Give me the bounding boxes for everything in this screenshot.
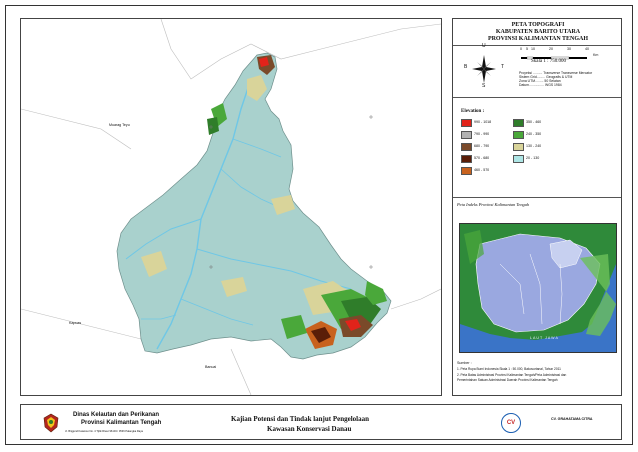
inset-sea-label: LAUT JAWA — [530, 336, 559, 340]
projection-line4: Datum................ WGS 1984 — [519, 83, 562, 87]
legend-label: 680 - 790 — [474, 144, 490, 148]
place-label-muara-teweh: Muarag Teyu — [109, 123, 130, 127]
scale-bar — [519, 49, 609, 60]
scale-label: Skala 1 : 750.000 — [531, 59, 566, 64]
legend-label: 990 - 1018 — [474, 120, 492, 124]
compass-s: S — [482, 83, 486, 89]
inset-map-graphic — [460, 224, 616, 352]
institution-address: Jl. Brigjend Katamso No. 4 Tjilik Riwut … — [65, 430, 143, 433]
source-line3: Pemerintahan Satuan Administrasi Daerah … — [457, 378, 558, 382]
scale-tick-5: 40 — [585, 47, 589, 51]
map-title-line2: KABUPATEN BARITO UTARA — [495, 29, 581, 35]
institution-name1: Dinas Kelautan dan Perikanan — [73, 412, 160, 418]
compass-n: U — [482, 43, 486, 49]
institution-name2: Provinsi Kalimantan Tengah — [81, 420, 162, 426]
legend-label: 240 - 350 — [526, 132, 542, 136]
scale-tick-4: 30 — [567, 47, 571, 51]
source-line1: 1. Peta Rupa Bumi Indonesia Skala 1 : 50… — [457, 367, 561, 371]
scale-tick-1: 5 — [526, 47, 528, 51]
consultant-name: CV. GRAHATAMA CITRA — [551, 417, 593, 421]
compass-e: T — [501, 64, 505, 70]
legend-swatch — [461, 131, 472, 139]
place-label-bottom-left: Kapuas — [69, 321, 82, 325]
scale-tick-0: 0 — [520, 47, 522, 51]
inset-title: Peta Indeks Provinsi Kalimantan Tengah — [457, 202, 530, 207]
legend-label: 130 - 240 — [526, 144, 542, 148]
legend-label: 460 - 570 — [474, 168, 490, 172]
legend-label: 570 - 680 — [474, 156, 490, 160]
scale-tick-3: 20 — [549, 47, 553, 51]
projection-line2: Sistem Grid......... Geografis & UTM — [519, 75, 573, 79]
legend-label: 20 - 130 — [526, 156, 540, 160]
compass-w: B — [464, 64, 468, 70]
projection-line1: Proyeksi .......... Transverse Transvers… — [519, 71, 593, 75]
compass-rose-icon — [472, 55, 496, 83]
map-title-line1: PETA TOPOGRAFI — [511, 22, 565, 28]
topographic-map — [21, 19, 441, 395]
legend-swatch — [461, 167, 472, 175]
province-emblem-icon — [43, 413, 59, 433]
main-map[interactable]: Muarag Teyu Kapuas Banuai — [20, 18, 442, 396]
region-shape — [116, 52, 392, 360]
project-line1: Kajian Potensi dan Tindak lanjut Pengelo… — [231, 415, 370, 423]
scale-tick-2: 10 — [531, 47, 535, 51]
project-line2: Kawasan Konservasi Danau — [267, 425, 352, 433]
consultant-logo-text: CV — [506, 420, 516, 426]
legend-swatch — [513, 143, 524, 151]
legend-title: Elevation : — [461, 109, 485, 114]
consultant-logo-icon: CV — [501, 413, 521, 433]
scale-unit: Km — [593, 53, 599, 57]
legend-swatch — [513, 155, 524, 163]
map-title-line3: PROVINSI KALIMANTAN TENGAH — [487, 36, 589, 42]
legend-panel: PETA TOPOGRAFI KABUPATEN BARITO UTARA PR… — [452, 18, 622, 396]
outer-frame — [5, 5, 633, 445]
projection-line3: Zona UTM......... 50 Selatan — [519, 79, 561, 83]
source-heading: Sumber : — [457, 361, 472, 365]
legend-swatch — [461, 143, 472, 151]
legend-swatch — [513, 131, 524, 139]
legend-swatch — [461, 155, 472, 163]
source-line2: 2. Peta Batas Administrasi Provinsi Kali… — [457, 373, 567, 377]
legend-swatch — [461, 119, 472, 127]
legend-label: 350 - 460 — [526, 120, 542, 124]
place-label-bottom-center: Banuai — [205, 365, 217, 369]
legend-swatch — [513, 119, 524, 127]
legend-label: 790 - 990 — [474, 132, 490, 136]
inset-map[interactable]: LAUT JAWA — [459, 223, 617, 353]
bottom-title-bar: Dinas Kelautan dan Perikanan Provinsi Ka… — [20, 404, 622, 440]
